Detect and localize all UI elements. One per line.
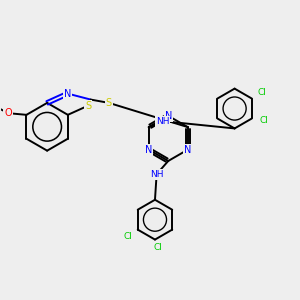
Text: O: O [4,108,12,118]
Text: N: N [165,111,172,121]
Text: N: N [184,145,191,155]
Text: Cl: Cl [154,243,163,252]
Text: N: N [145,145,152,155]
Text: S: S [106,98,112,108]
Text: NH: NH [150,170,164,179]
Text: N: N [64,88,71,99]
Text: NH: NH [156,117,169,126]
Text: Cl: Cl [259,116,268,124]
Text: S: S [85,100,92,110]
Text: Cl: Cl [257,88,266,97]
Text: Cl: Cl [123,232,132,241]
